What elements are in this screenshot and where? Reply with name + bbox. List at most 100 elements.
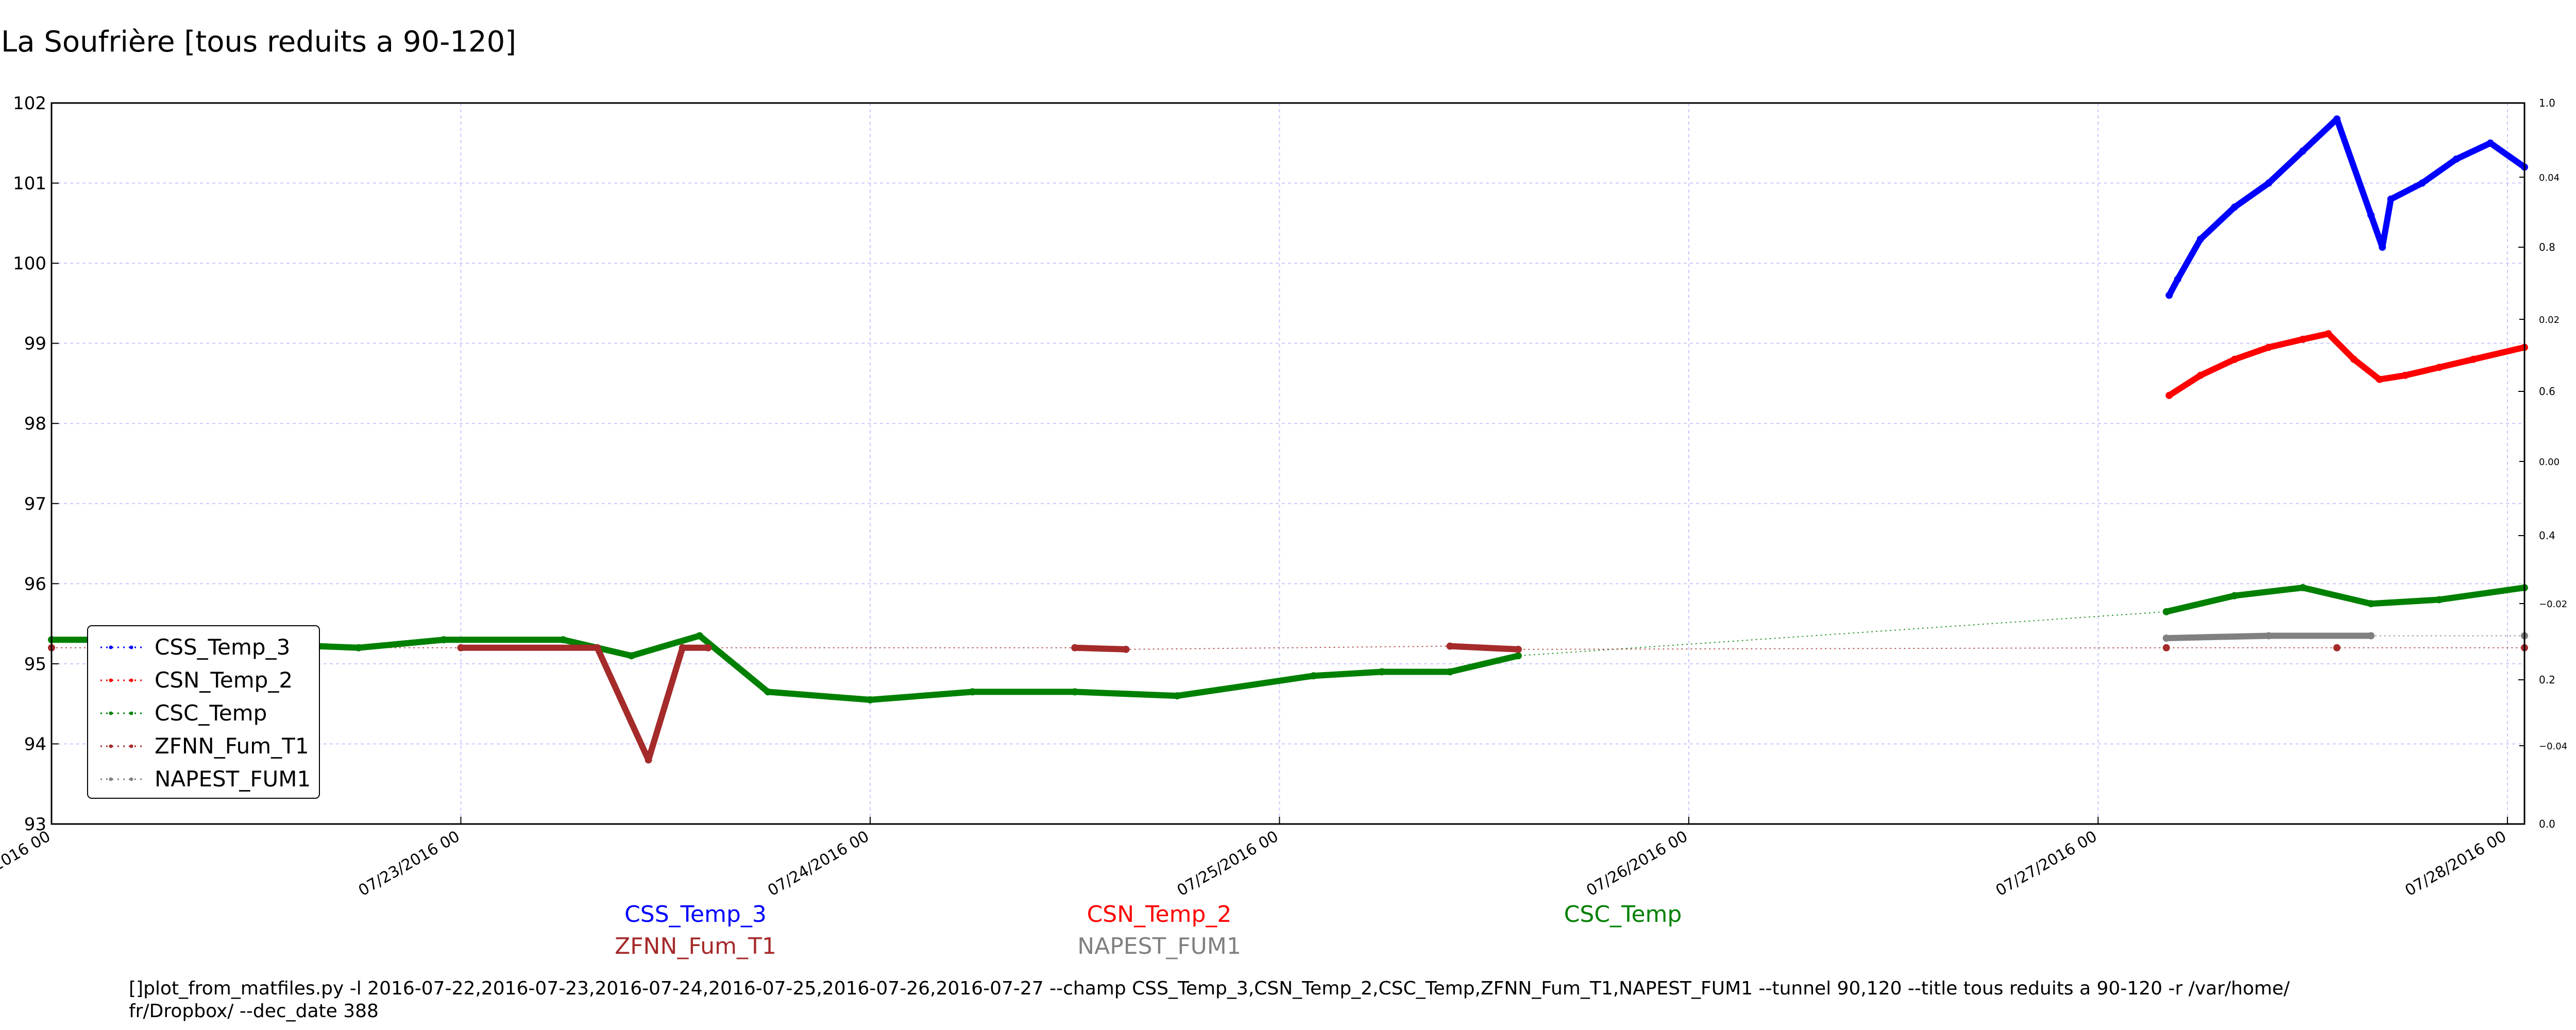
legend-marker-CSS_Temp_3 xyxy=(129,645,133,649)
data-point-CSS_Temp_3 xyxy=(2367,211,2375,219)
y2-tick-label: 0.8 xyxy=(2539,241,2555,253)
x-tick-label: 07/23/2016 00 xyxy=(355,828,463,900)
series-label-CSS_Temp_3: CSS_Temp_3 xyxy=(624,901,767,928)
y2-tick-label: 1.0 xyxy=(2539,97,2555,109)
data-point-CSS_Temp_3 xyxy=(2418,179,2426,187)
y2-tick-label: −0.04 xyxy=(2539,741,2567,752)
data-point-ZFNN_Fum_T1 xyxy=(704,644,712,651)
data-point-CSC_Temp xyxy=(2299,584,2307,592)
x-tick-label: 07/22/2016 00 xyxy=(0,828,54,900)
x-tick-label: 07/26/2016 00 xyxy=(1583,828,1691,900)
legend-label: CSC_Temp xyxy=(155,700,267,726)
data-point-CSS_Temp_3 xyxy=(2333,115,2341,123)
y-tick-label: 93 xyxy=(24,814,46,835)
data-point-ZFNN_Fum_T1 xyxy=(1122,645,1130,653)
y-tick-label: 95 xyxy=(24,654,46,675)
series-line-ZFNN_Fum_T1 xyxy=(1447,643,1521,653)
data-point-CSS_Temp_3 xyxy=(2486,139,2494,147)
data-point-CSS_Temp_3 xyxy=(2387,195,2395,203)
data-point-CSC_Temp xyxy=(2435,596,2443,604)
data-point-CSS_Temp_3 xyxy=(2174,276,2181,283)
data-point-CSS_Temp_3 xyxy=(2197,235,2205,243)
data-point-ZFNN_Fum_T1 xyxy=(594,644,601,651)
y2-tick-label: 0.2 xyxy=(2539,674,2555,686)
data-point-NAPEST_FUM1 xyxy=(2265,632,2273,640)
legend-marker-CSN_Temp_2 xyxy=(129,678,133,682)
command-line-text: []plot_from_matfiles.py -l 2016-07-22,20… xyxy=(129,978,2290,1022)
data-point-CSN_Temp_2 xyxy=(2350,355,2358,363)
y-tick-label: 102 xyxy=(13,93,46,114)
series-labels-below: CSS_Temp_3 CSN_Temp_2 CSC_Temp ZFNN_Fum_T1 N… xyxy=(615,901,1682,959)
series-label-ZFNN_Fum_T1: ZFNN_Fum_T1 xyxy=(615,933,776,959)
data-point-CSN_Temp_2 xyxy=(2165,391,2173,399)
data-point-CSS_Temp_3 xyxy=(2165,291,2173,299)
legend-marker-CSC_Temp xyxy=(109,711,113,715)
y-axis: 93 94 95 96 97 98 99 100 101 102 xyxy=(13,93,59,835)
data-point-ZFNN_Fum_T1 xyxy=(1071,644,1079,651)
y2-tick-label: 0.04 xyxy=(2539,173,2560,183)
series-line-CSN_Temp_2 xyxy=(2166,331,2528,399)
data-point-CSN_Temp_2 xyxy=(2376,375,2383,383)
data-point-ZFNN_Fum_T1 xyxy=(679,644,686,651)
data-point-CSC_Temp xyxy=(2162,608,2170,615)
data-point-CSS_Temp_3 xyxy=(2265,179,2273,187)
series-line-CSS_Temp_3 xyxy=(2166,116,2528,299)
data-point-CSC_Temp xyxy=(969,688,976,696)
data-point-ZFNN_Fum_T1 xyxy=(1514,645,1522,653)
data-point-CSN_Temp_2 xyxy=(2197,371,2205,379)
data-point-CSC_Temp xyxy=(696,632,703,640)
y-tick-label: 96 xyxy=(24,574,46,594)
data-point-CSC_Temp xyxy=(2367,600,2375,608)
data-point-CSN_Temp_2 xyxy=(2435,364,2443,371)
chart-title: La Soufrière [tous reduits a 90-120] xyxy=(1,25,516,59)
data-point-ZFNN_Fum_T1 xyxy=(2333,644,2341,651)
legend-marker-ZFNN_Fum_T1 xyxy=(109,744,113,748)
data-point-CSC_Temp xyxy=(1514,652,1522,660)
y-tick-label: 99 xyxy=(24,334,46,354)
data-point-CSN_Temp_2 xyxy=(2231,355,2239,363)
x-tick-label: 07/25/2016 00 xyxy=(1174,828,1282,900)
data-point-CSN_Temp_2 xyxy=(2299,335,2307,343)
data-point-ZFNN_Fum_T1 xyxy=(1446,642,1454,650)
data-point-ZFNN_Fum_T1 xyxy=(645,756,652,764)
y2-tick-label: 0.4 xyxy=(2539,529,2555,542)
grid-lines xyxy=(51,102,2524,825)
data-point-CSS_Temp_3 xyxy=(2452,155,2460,163)
series-label-CSN_Temp_2: CSN_Temp_2 xyxy=(1087,901,1232,928)
series-line-ZFNN_Fum_T1 xyxy=(457,644,711,763)
data-point-CSC_Temp xyxy=(764,688,772,696)
data-point-CSC_Temp xyxy=(560,636,567,644)
data-point-CSN_Temp_2 xyxy=(2325,330,2332,337)
data-point-NAPEST_FUM1 xyxy=(2367,632,2375,640)
y-tick-label: 100 xyxy=(13,253,46,274)
legend-marker-CSC_Temp xyxy=(129,711,133,715)
data-point-CSN_Temp_2 xyxy=(2401,371,2409,379)
data-point-CSC_Temp xyxy=(1173,692,1181,700)
data-point-CSN_Temp_2 xyxy=(2265,344,2273,351)
data-point-CSC_Temp xyxy=(628,652,635,660)
series-connector-ZFNN_Fum_T1 xyxy=(52,645,2524,762)
data-point-CSC_Temp xyxy=(1378,668,1386,676)
series-line-ZFNN_Fum_T1 xyxy=(1072,644,1129,653)
x-tick-label: 07/27/2016 00 xyxy=(1993,828,2100,900)
y2-tick-label: 0.0 xyxy=(2539,818,2555,830)
data-point-CSC_Temp xyxy=(866,696,874,703)
data-point-CSC_Temp xyxy=(440,636,448,644)
data-point-CSC_Temp xyxy=(1071,688,1079,696)
y2-tick-label: 0.02 xyxy=(2539,315,2560,325)
series-layer xyxy=(48,115,2528,764)
data-point-CSS_Temp_3 xyxy=(2379,244,2386,251)
legend: CSS_Temp_3 CSN_Temp_2 CSC_Temp ZFNN_Fum_T1 N… xyxy=(87,625,320,799)
y-tick-label: 97 xyxy=(24,494,46,514)
series-label-NAPEST_FUM1: NAPEST_FUM1 xyxy=(1077,933,1241,959)
data-point-CSC_Temp xyxy=(2231,592,2239,599)
data-point-ZFNN_Fum_T1 xyxy=(2162,644,2170,651)
y-tick-label: 101 xyxy=(13,174,46,194)
series-label-CSC_Temp: CSC_Temp xyxy=(1564,901,1682,928)
data-point-CSS_Temp_3 xyxy=(2299,147,2307,155)
y-tick-label: 98 xyxy=(24,414,46,434)
plot-area-frame xyxy=(50,102,2526,825)
y2-tick-label: −0.02 xyxy=(2539,599,2567,610)
legend-marker-NAPEST_FUM1 xyxy=(129,777,133,781)
legend-box xyxy=(87,625,320,799)
